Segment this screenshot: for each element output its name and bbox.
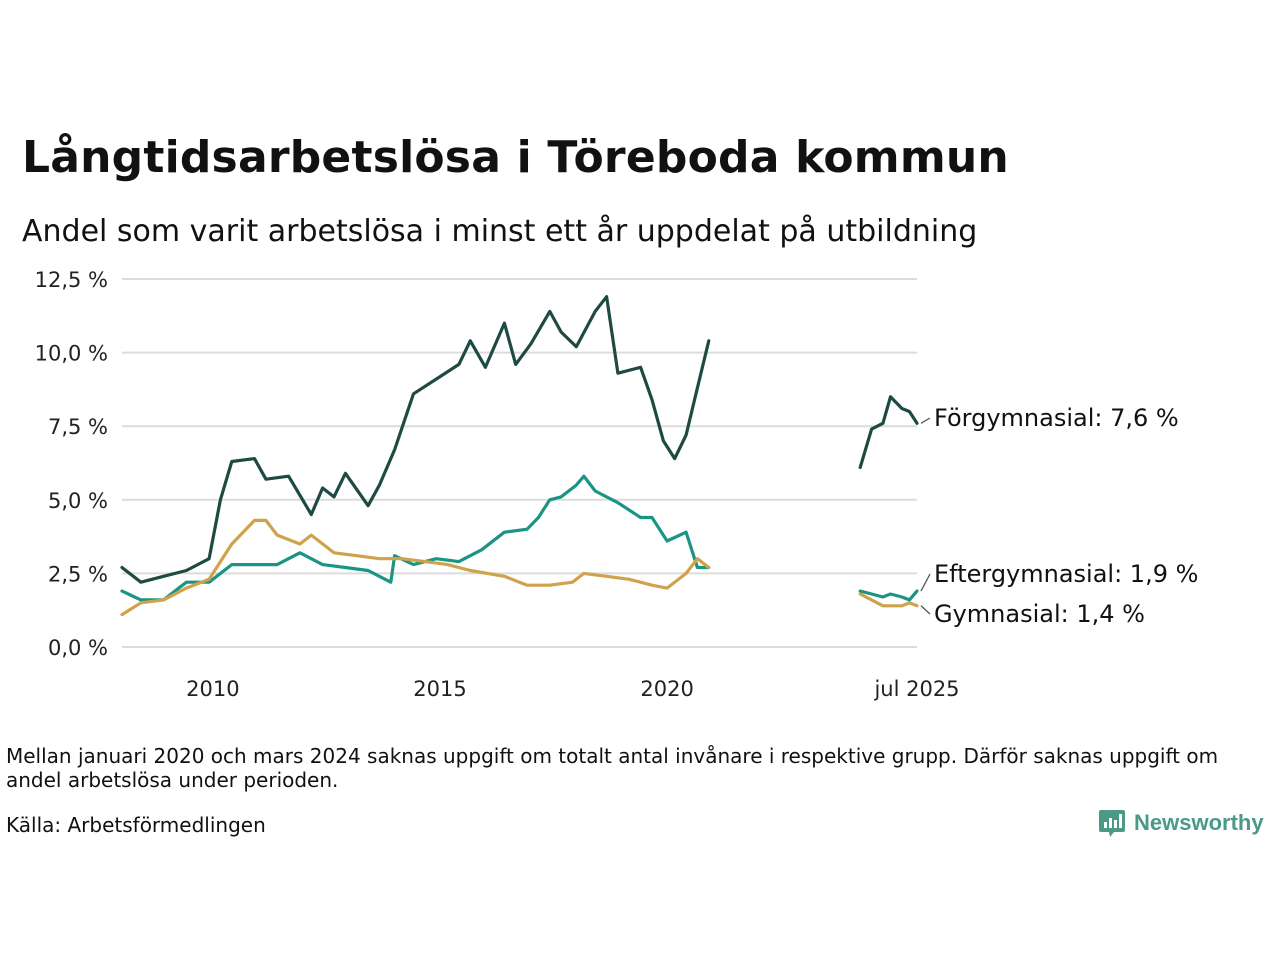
x-tick-label: 2010 xyxy=(186,677,239,701)
chart-title: Långtidsarbetslösa i Töreboda kommun xyxy=(22,132,1009,183)
y-tick-label: 2,5 % xyxy=(48,562,108,586)
series-line-förgymnasial xyxy=(120,295,711,584)
x-tick-label: 2015 xyxy=(413,677,466,701)
label-connector xyxy=(920,605,931,615)
x-tick-label: jul 2025 xyxy=(873,677,959,701)
series-end-label: Gymnasial: 1,4 % xyxy=(934,600,1145,628)
logo-text: Newsworthy xyxy=(1134,810,1264,835)
y-tick-label: 10,0 % xyxy=(35,342,108,366)
newsworthy-logo: Newsworthy xyxy=(1098,808,1264,838)
y-tick-label: 7,5 % xyxy=(48,415,108,439)
series-end-label: Förgymnasial: 7,6 % xyxy=(934,404,1179,432)
line-chart: 0,0 %2,5 %5,0 %7,5 %10,0 %12,5 % 2010 201… xyxy=(35,268,1199,701)
label-connector xyxy=(920,417,931,424)
series-line-eftergymnasial xyxy=(120,474,711,602)
bar-chart-icon xyxy=(1099,810,1125,837)
y-axis: 0,0 % 2,5 % 5,0 % 7,5 % 10,0 % 12,5 % xyxy=(35,268,108,660)
source-note: Källa: Arbetsförmedlingen xyxy=(6,813,266,837)
x-tick-label: 2020 xyxy=(640,677,693,701)
chart-subtitle: Andel som varit arbetslösa i minst ett å… xyxy=(22,214,978,249)
series-line-gymnasial xyxy=(120,518,711,617)
series-line-gymnasial xyxy=(858,592,919,608)
series-end-labels: Förgymnasial: 7,6 % Eftergymnasial: 1,9 %… xyxy=(920,404,1198,628)
y-tick-label: 5,0 % xyxy=(48,489,108,513)
series-line-förgymnasial xyxy=(858,395,919,469)
y-tick-label: 0,0 % xyxy=(48,636,108,660)
grid-lines xyxy=(122,278,917,648)
series-line-eftergymnasial xyxy=(858,589,919,602)
series-lines xyxy=(120,295,919,617)
footnote: Mellan januari 2020 och mars 2024 saknas… xyxy=(6,744,1219,792)
y-tick-label: 12,5 % xyxy=(35,268,108,292)
series-end-label: Eftergymnasial: 1,9 % xyxy=(934,560,1198,588)
label-connector xyxy=(920,573,931,592)
x-axis: 2010 2015 2020 jul 2025 xyxy=(186,677,959,701)
